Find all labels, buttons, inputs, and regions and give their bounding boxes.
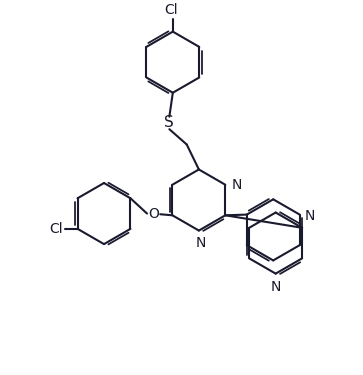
Text: Cl: Cl [49,222,63,236]
Text: S: S [164,116,174,130]
Text: N: N [305,209,315,224]
Text: N: N [232,178,242,192]
Text: O: O [148,207,159,220]
Text: Cl: Cl [164,3,178,17]
Text: N: N [270,280,281,294]
Text: N: N [195,236,206,250]
